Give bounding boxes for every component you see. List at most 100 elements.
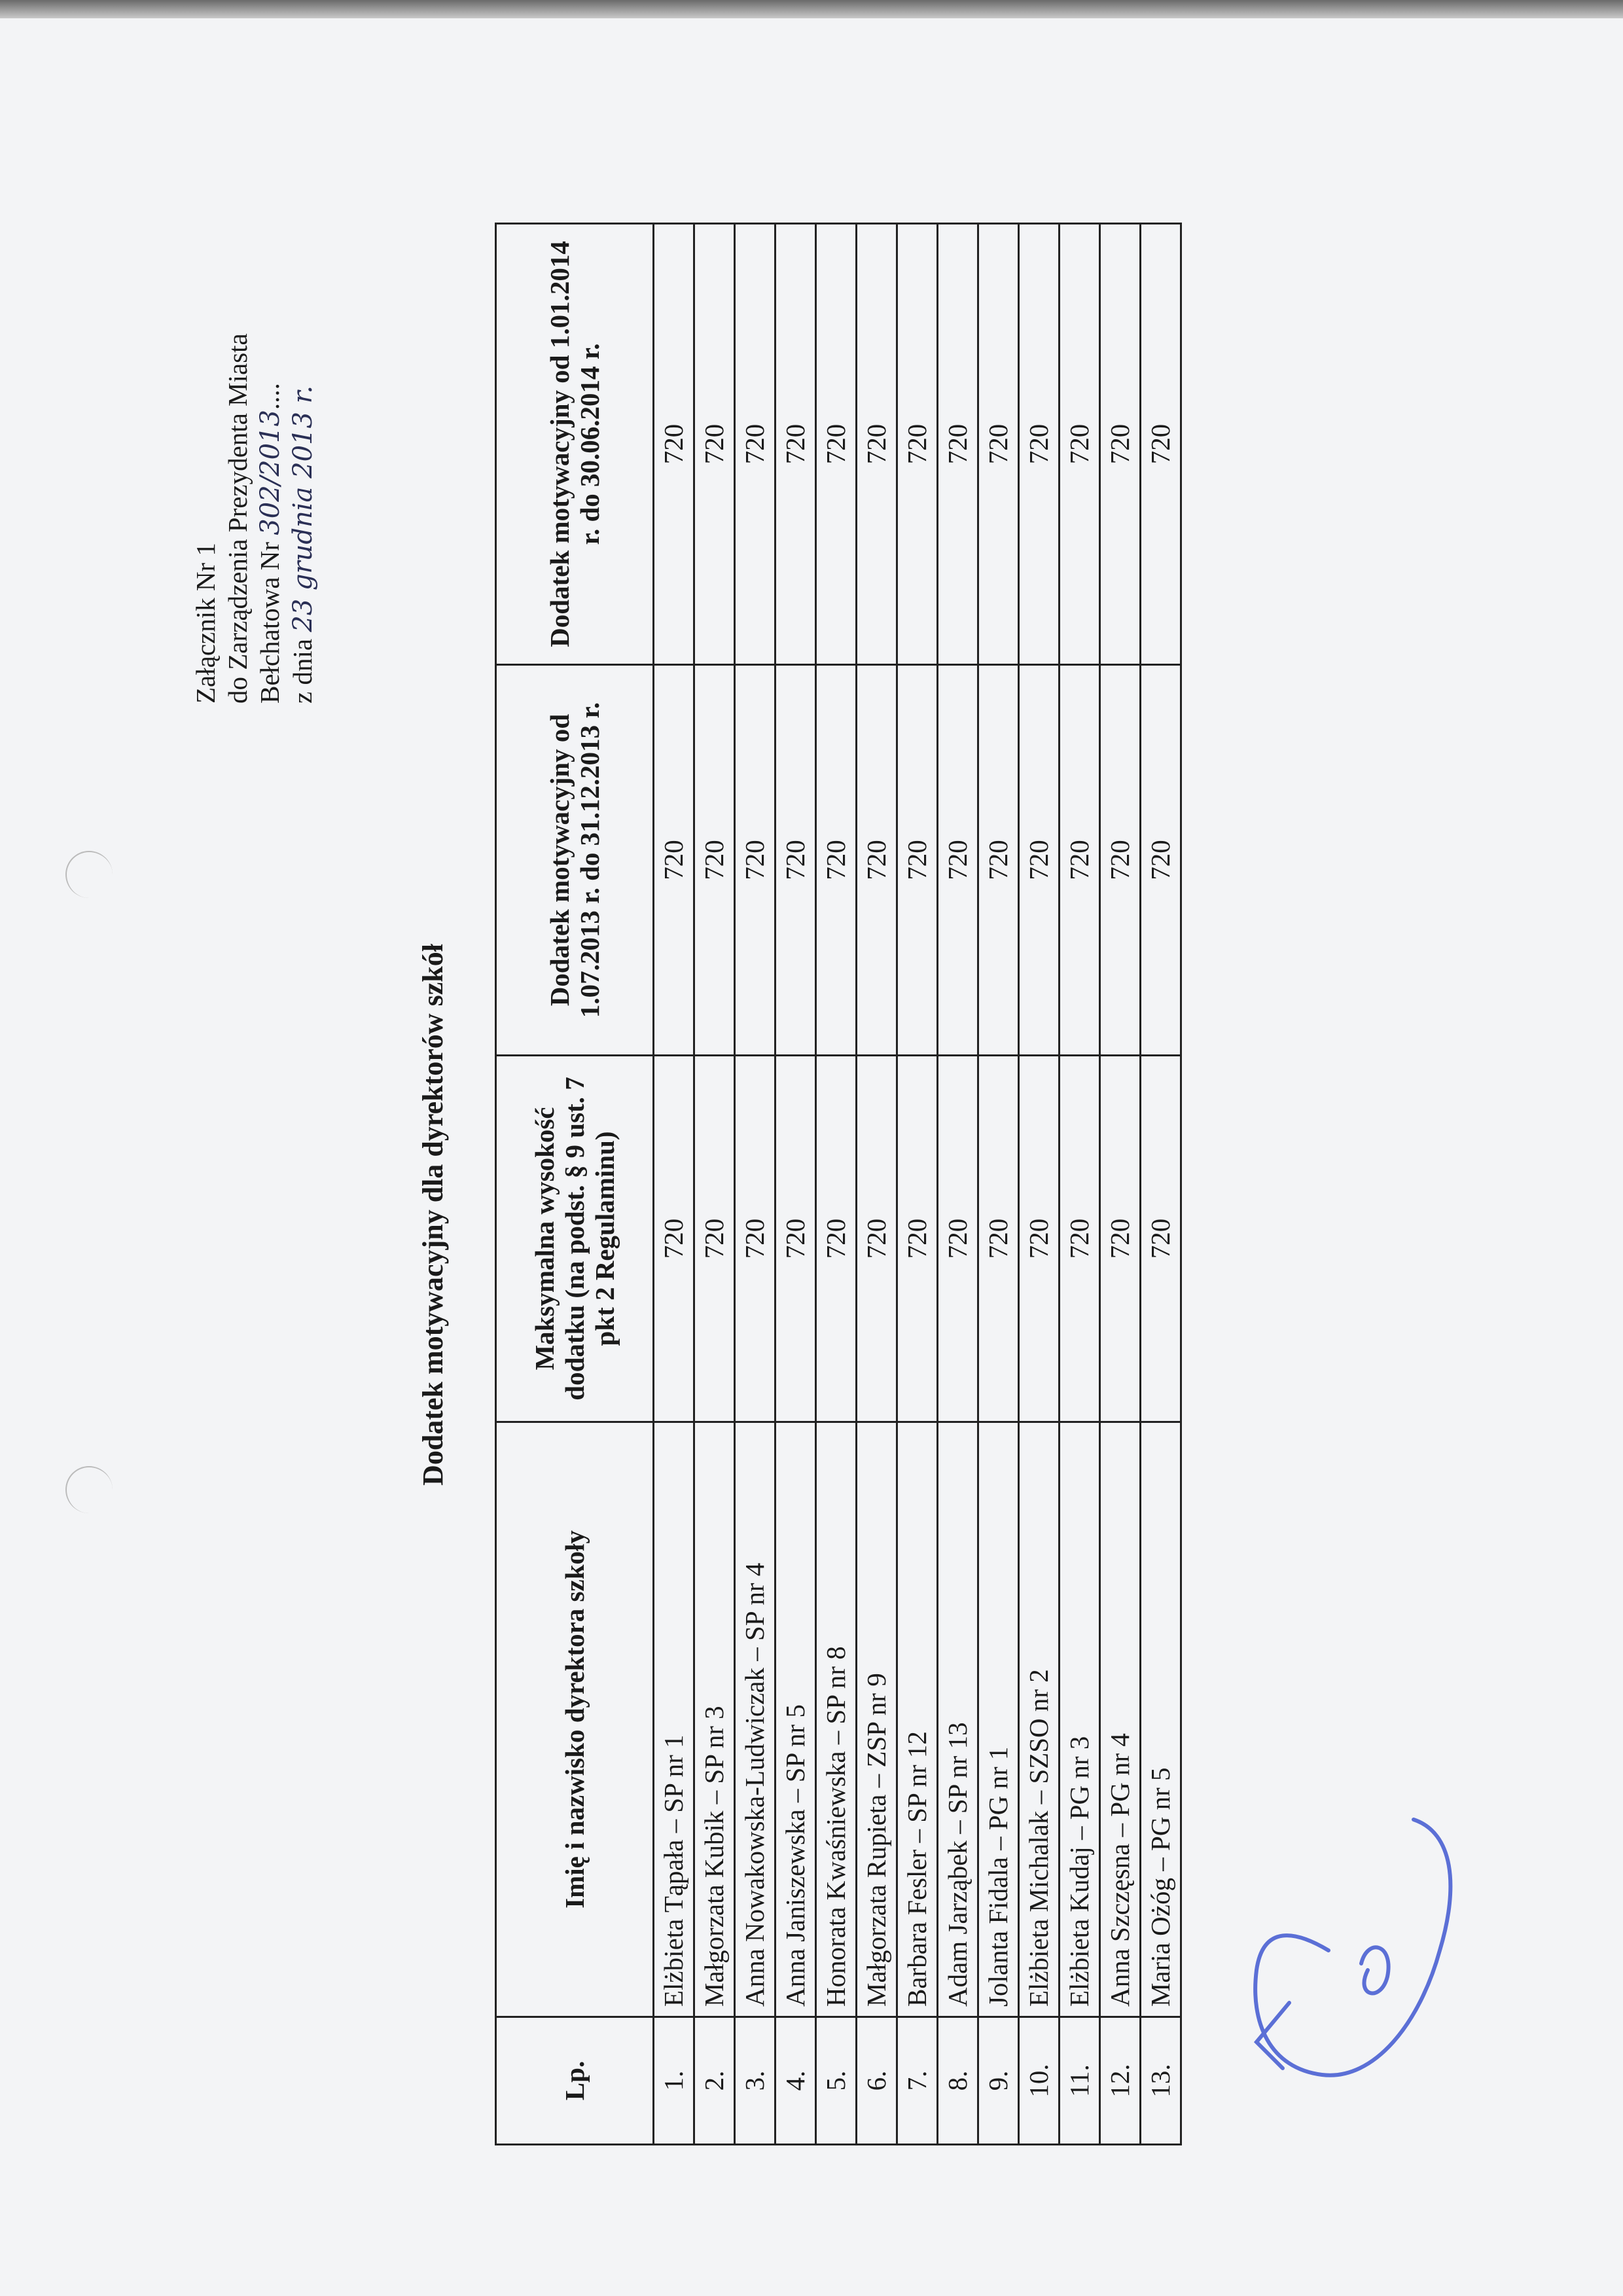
- attachment-reference: do Zarządzenia Prezydenta Miasta: [223, 333, 253, 704]
- max-bonus: 720: [815, 1055, 857, 1422]
- ordinance-label: Bełchatowa Nr: [255, 541, 285, 704]
- handwritten-number: 302/2013: [255, 410, 285, 535]
- row-number: 3.: [734, 2017, 776, 2145]
- table-row: 1. Elżbieta Tąpała – SP nr 1 720 720 720: [653, 223, 694, 2145]
- row-number: 10.: [1018, 2017, 1060, 2145]
- bonus-2014: 720: [815, 223, 857, 665]
- bonus-2014: 720: [1018, 223, 1060, 665]
- max-bonus: 720: [1018, 1055, 1060, 1422]
- row-number: 9.: [978, 2017, 1019, 2145]
- row-number: 8.: [937, 2017, 978, 2145]
- table-row: 13. Maria Ożóg – PG nr 5 720 720 720: [1140, 223, 1181, 2145]
- bonus-2013: 720: [1059, 664, 1100, 1056]
- director-name: Jolanta Fidala – PG nr 1: [978, 1422, 1019, 2017]
- table-row: 10. Elżbieta Michalak – SZSO nr 2 720 720 72…: [1018, 223, 1060, 2145]
- ordinance-date: z dnia 23 grudnia 2013 r.: [287, 333, 319, 704]
- bonus-2013: 720: [734, 664, 776, 1056]
- table-row: 12. Anna Szczęsna – PG nr 4 720 720 720: [1099, 223, 1141, 2145]
- max-bonus: 720: [1059, 1055, 1100, 1422]
- director-name: Elżbieta Tąpała – SP nr 1: [653, 1422, 694, 2017]
- bonus-2014: 720: [653, 223, 694, 665]
- director-name: Maria Ożóg – PG nr 5: [1140, 1422, 1181, 2017]
- bonus-2013: 720: [1018, 664, 1060, 1056]
- bonus-2013: 720: [856, 664, 897, 1056]
- director-name: Anna Szczęsna – PG nr 4: [1099, 1422, 1141, 2017]
- bonus-2013: 720: [978, 664, 1019, 1056]
- director-name: Anna Janiszewska – SP nr 5: [775, 1422, 816, 2017]
- scan-edge: [0, 0, 1623, 18]
- date-label: z dnia: [287, 638, 317, 704]
- max-bonus: 720: [775, 1055, 816, 1422]
- bonus-2013: 720: [815, 664, 857, 1056]
- bonus-2013: 720: [694, 664, 735, 1056]
- row-number: 4.: [775, 2017, 816, 2145]
- column-lp: Lp.: [495, 2017, 654, 2145]
- max-bonus: 720: [1140, 1055, 1181, 1422]
- director-name: Barbara Fesler – SP nr 12: [897, 1422, 938, 2017]
- dots: ....: [255, 383, 285, 410]
- row-number: 1.: [653, 2017, 694, 2145]
- bonus-2014: 720: [937, 223, 978, 665]
- table-row: 7. Barbara Fesler – SP nr 12 720 720 720: [897, 223, 938, 2145]
- bonus-2013: 720: [653, 664, 694, 1056]
- bonus-2013: 720: [1140, 664, 1181, 1056]
- max-bonus: 720: [978, 1055, 1019, 1422]
- row-number: 11.: [1059, 2017, 1100, 2145]
- table-row: 3. Anna Nowakowska-Ludwiczak – SP nr 4 720…: [734, 223, 776, 2145]
- document-title: Dodatek motywacyjny dla dyrektorów szkół: [417, 944, 449, 1486]
- bonus-2014: 720: [775, 223, 816, 665]
- max-bonus: 720: [653, 1055, 694, 1422]
- director-name: Anna Nowakowska-Ludwiczak – SP nr 4: [734, 1422, 776, 2017]
- max-bonus: 720: [694, 1055, 735, 1422]
- ordinance-number: Bełchatowa Nr 302/2013....: [254, 333, 287, 704]
- bonus-2014: 720: [694, 223, 735, 665]
- bonus-2013: 720: [937, 664, 978, 1056]
- punch-hole: [65, 851, 113, 898]
- table-row: 5. Honorata Kwaśniewska – SP nr 8 720 720 72…: [815, 223, 857, 2145]
- row-number: 2.: [694, 2017, 735, 2145]
- bonus-2014: 720: [1059, 223, 1100, 665]
- director-name: Honorata Kwaśniewska – SP nr 8: [815, 1422, 857, 2017]
- bonus-2013: 720: [897, 664, 938, 1056]
- attachment-number: Załącznik Nr 1: [190, 543, 221, 704]
- row-number: 5.: [815, 2017, 857, 2145]
- column-max: Maksymalna wysokość dodatku (na podst. §…: [495, 1055, 654, 1422]
- max-bonus: 720: [856, 1055, 897, 1422]
- table-header-row: Lp. Imię i nazwisko dyrektora szkoły Mak…: [495, 223, 654, 2145]
- row-number: 12.: [1099, 2017, 1141, 2145]
- bonus-2014: 720: [856, 223, 897, 665]
- column-name: Imię i nazwisko dyrektora szkoły: [495, 1422, 654, 2017]
- table-row: 9. Jolanta Fidala – PG nr 1 720 720 720: [978, 223, 1019, 2145]
- bonus-2013: 720: [1099, 664, 1141, 1056]
- director-name: Elżbieta Kudaj – PG nr 3: [1059, 1422, 1100, 2017]
- punch-hole: [65, 1466, 113, 1513]
- table-row: 2. Małgorzata Kubik – SP nr 3 720 720 720: [694, 223, 735, 2145]
- bonus-2014: 720: [1099, 223, 1141, 665]
- director-name: Małgorzata Rupieta – ZSP nr 9: [856, 1422, 897, 2017]
- bonus-2013: 720: [775, 664, 816, 1056]
- column-2013: Dodatek motywacyjny od 1.07.2013 r. do 3…: [495, 664, 654, 1056]
- signature-stroke: [1253, 1818, 1453, 2077]
- director-name: Adam Jarząbek – SP nr 13: [937, 1422, 978, 2017]
- attachment-header: Załącznik Nr 1 do Zarządzenia Prezydenta…: [190, 333, 319, 704]
- signature: [1253, 1818, 1453, 2077]
- bonus-2014: 720: [734, 223, 776, 665]
- bonus-2014: 720: [897, 223, 938, 665]
- bonus-2014: 720: [978, 223, 1019, 665]
- table-row: 11. Elżbieta Kudaj – PG nr 3 720 720 720: [1059, 223, 1100, 2145]
- max-bonus: 720: [734, 1055, 776, 1422]
- max-bonus: 720: [937, 1055, 978, 1422]
- row-number: 7.: [897, 2017, 938, 2145]
- handwritten-date: 23 grudnia 2013 r.: [288, 385, 318, 632]
- table-row: 4. Anna Janiszewska – SP nr 5 720 720 720: [775, 223, 816, 2145]
- bonus-table: Lp. Imię i nazwisko dyrektora szkoły Mak…: [495, 223, 1182, 2145]
- max-bonus: 720: [1099, 1055, 1141, 1422]
- column-2014: Dodatek motywacyjny od 1.01.2014 r. do 3…: [495, 223, 654, 665]
- director-name: Małgorzata Kubik – SP nr 3: [694, 1422, 735, 2017]
- table-row: 6. Małgorzata Rupieta – ZSP nr 9 720 720 720: [856, 223, 897, 2145]
- director-name: Elżbieta Michalak – SZSO nr 2: [1018, 1422, 1060, 2017]
- table-row: 8. Adam Jarząbek – SP nr 13 720 720 720: [937, 223, 978, 2145]
- max-bonus: 720: [897, 1055, 938, 1422]
- row-number: 6.: [856, 2017, 897, 2145]
- bonus-2014: 720: [1140, 223, 1181, 665]
